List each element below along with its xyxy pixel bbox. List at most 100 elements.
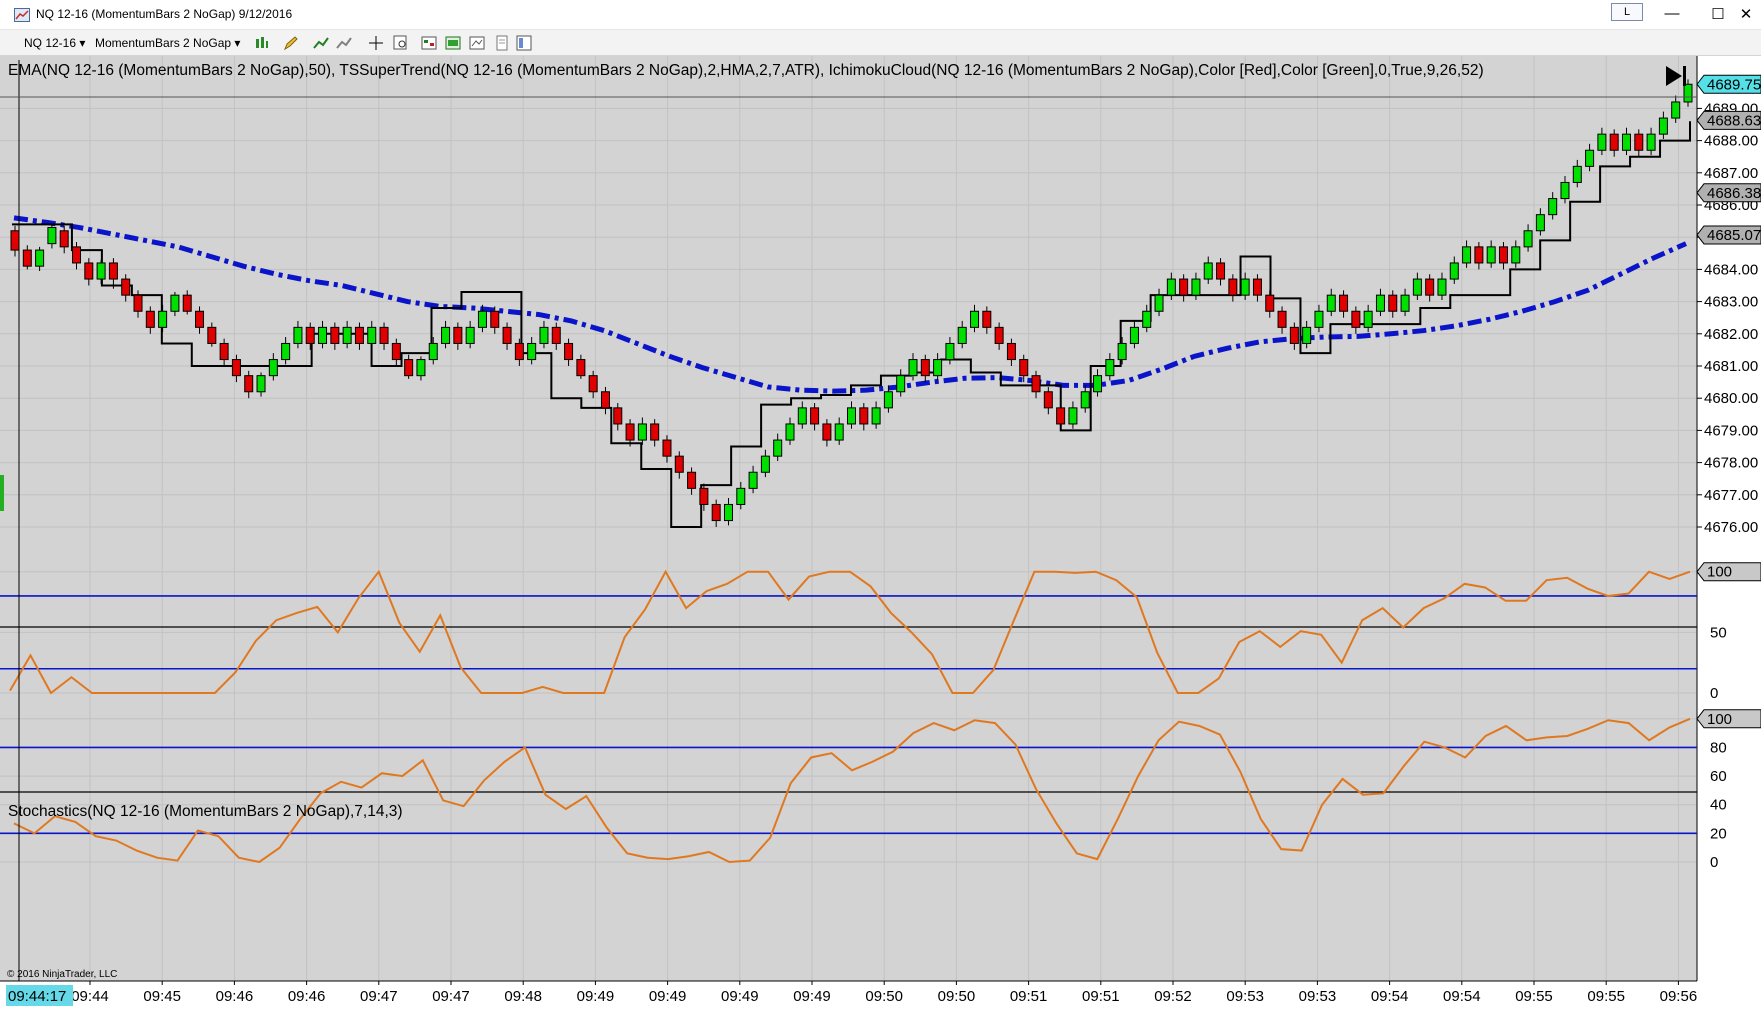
candle [268,353,278,381]
candle-body [22,249,32,267]
candle [1191,272,1201,300]
candle-body [416,359,426,377]
time-tick-label: 09:47 [432,988,470,1005]
candle [1572,159,1582,188]
candle [453,322,463,350]
time-tick-label: 09:48 [504,988,542,1005]
candle-body [1560,181,1570,200]
candle [625,419,635,447]
candle [35,246,45,272]
price-markers: 4689.75 4688.63 4686.38 4685.07 100 100 [1696,74,1761,729]
candle [773,433,783,461]
time-tick-label: 09:50 [938,988,976,1005]
candle [1093,369,1103,397]
candle-body [1634,133,1644,151]
candle-body [711,503,721,522]
candle-body [207,326,217,344]
chart-trader-icon[interactable] [421,35,437,51]
candle [231,354,241,383]
time-tick-label: 09:55 [1587,988,1625,1005]
stoch-path [13,717,1691,864]
candle [847,401,856,429]
time-tick-label: 09:49 [577,988,615,1005]
instrument-selector[interactable]: NQ 12-16 ▾ [24,36,86,50]
candle [834,417,844,445]
time-tick-label: 09:47 [360,988,398,1005]
window-title-bar[interactable]: NQ 12-16 (MomentumBars 2 NoGap) 9/12/201… [0,0,1761,30]
candle-body [908,359,918,377]
time-tick-label: 09:51 [1010,988,1048,1005]
candle-body [945,342,955,361]
bar-style-icon[interactable] [254,35,270,51]
candle-body [1068,407,1078,425]
candle [810,403,820,431]
price-tick-label: 4687.00 [1704,165,1758,182]
candle [502,322,512,350]
candle-body [1548,198,1558,216]
candle-body [588,375,598,393]
properties-icon[interactable] [494,35,510,51]
candle-body [441,326,451,344]
candle [22,245,32,270]
window-title: NQ 12-16 (MomentumBars 2 NoGap) 9/12/201… [36,7,293,21]
candle-body [1535,214,1545,232]
candle [920,354,930,383]
chart-background [0,56,1697,1014]
minimize-button[interactable]: — [1664,5,1680,22]
stoch-tick-label: 80 [1710,739,1727,756]
candle-body [145,310,155,328]
candle [305,322,315,350]
candle [1142,304,1152,333]
candle-body [354,326,364,344]
candle-body [1302,326,1312,344]
candle [1265,290,1275,318]
time-tick-label: 09:44 [71,988,109,1005]
candle [760,449,770,478]
draw-pencil-icon[interactable] [283,35,299,51]
candle-body [281,342,291,361]
candle [1031,370,1041,399]
candle [145,306,155,334]
candle-body [1179,278,1189,296]
bar-type-selector[interactable]: MomentumBars 2 NoGap ▾ [95,36,241,50]
candle-body [625,423,635,441]
candle [982,306,992,334]
candle-body [1572,165,1582,183]
candle [1240,272,1250,300]
candle [1179,274,1189,302]
osc-tick-label: 50 [1710,624,1727,641]
cursor-time-tag [6,985,73,1006]
maximize-button[interactable]: ☐ [1711,6,1725,23]
candle [1289,322,1299,350]
close-button[interactable]: ✕ [1739,6,1753,23]
scroll-to-end-button[interactable] [1666,66,1686,86]
time-axis-labels: 09:44 09:45 09:46 09:46 09:47 09:47 09:48 09:49… [71,981,1697,1005]
time-tick-label: 09:52 [1154,988,1192,1005]
data-box-icon[interactable] [469,35,485,51]
ema-path [13,215,1688,394]
candle [797,401,807,429]
candle [342,320,352,349]
candle-body [1142,310,1152,328]
crosshair-icon[interactable] [368,35,384,51]
candle-body [576,359,586,377]
candle-body [1412,278,1422,296]
link-button[interactable]: L [1611,3,1643,21]
add-indicator-icon[interactable] [313,35,329,51]
zoom-icon[interactable] [393,35,409,51]
candle [723,498,733,526]
order-icon[interactable] [445,35,461,51]
candle [416,356,426,381]
candle [1326,288,1336,317]
window-linking-icon[interactable] [516,35,532,51]
candle-body [133,294,143,312]
candle [1400,288,1410,317]
candle [219,338,229,366]
candle [1437,272,1447,300]
chart-area[interactable]: 4676.00 4677.00 4678.00 4679.00 4680.00 4681.… [0,56,1761,1014]
candle-body [1314,310,1324,328]
candle-body [1363,310,1373,328]
candle-body [1400,294,1410,312]
add-strategy-icon[interactable] [336,35,352,51]
stoch-tick-label: 60 [1710,768,1727,785]
